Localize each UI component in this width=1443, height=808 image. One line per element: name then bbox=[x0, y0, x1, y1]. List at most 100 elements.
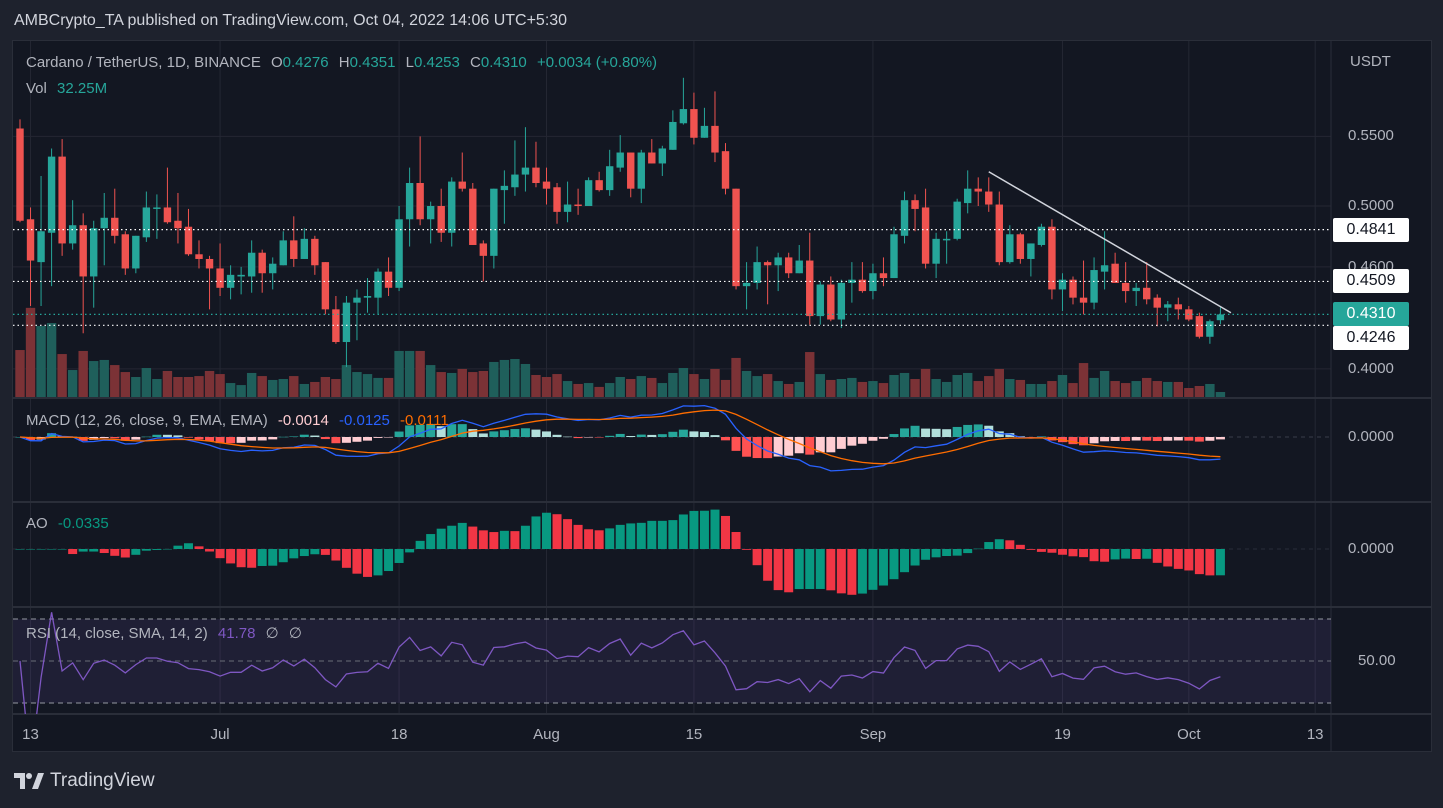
macd-histogram-bar bbox=[710, 435, 720, 437]
macd-histogram-bar bbox=[615, 433, 625, 437]
ao-legend[interactable]: AO -0.0335 bbox=[26, 515, 109, 532]
ao-bar bbox=[510, 531, 520, 549]
ao-bar bbox=[647, 520, 657, 549]
ao-bar bbox=[426, 534, 436, 549]
volume-bar bbox=[931, 379, 941, 397]
candle-body bbox=[774, 257, 782, 266]
ao-bar bbox=[99, 549, 109, 554]
candle-body bbox=[1111, 263, 1119, 283]
ao-bar bbox=[394, 549, 404, 563]
volume-bar bbox=[25, 307, 36, 397]
volume-bar bbox=[394, 350, 404, 397]
volume-bar bbox=[57, 354, 67, 397]
volume-bar bbox=[1205, 383, 1215, 397]
macd-histogram-bar bbox=[636, 434, 646, 437]
volume-bar bbox=[299, 383, 310, 397]
volume-bar bbox=[289, 376, 299, 397]
candle-body bbox=[1079, 297, 1088, 303]
volume-bar bbox=[310, 381, 320, 397]
volume-bar bbox=[425, 365, 436, 397]
candle-body bbox=[616, 152, 624, 168]
macd-histogram-bar bbox=[552, 434, 562, 437]
candle-body bbox=[121, 234, 129, 269]
ao-bar bbox=[205, 549, 215, 552]
volume-bars bbox=[15, 307, 1226, 397]
volume-legend[interactable]: Vol 32.25M bbox=[26, 80, 107, 97]
candle-body bbox=[932, 238, 940, 264]
ao-bar bbox=[489, 532, 499, 549]
time-tick-label: Jul bbox=[210, 726, 230, 743]
ao-bar bbox=[952, 549, 962, 556]
volume-bar bbox=[1152, 381, 1162, 397]
rsi-line bbox=[19, 612, 1221, 714]
volume-bar bbox=[710, 368, 720, 397]
macd-histogram-bar bbox=[247, 437, 257, 441]
volume-bar bbox=[941, 381, 952, 397]
ao-bar bbox=[1121, 549, 1131, 559]
candle-body bbox=[584, 180, 593, 206]
macd-histogram-bar bbox=[173, 435, 183, 437]
macd-histogram-bar bbox=[257, 437, 267, 441]
volume-bar bbox=[236, 385, 246, 397]
ao-bar bbox=[868, 549, 878, 590]
open-label: O bbox=[271, 54, 283, 71]
ao-bar bbox=[89, 549, 99, 552]
trendline-drawing[interactable] bbox=[988, 171, 1232, 314]
rsi-legend[interactable]: RSI (14, close, SMA, 14, 2) 41.78 ∅ ∅ bbox=[26, 624, 302, 642]
macd-histogram-bar bbox=[268, 437, 278, 440]
macd-histogram-bar bbox=[805, 437, 815, 455]
candle-body bbox=[395, 219, 403, 288]
candle-body bbox=[458, 181, 466, 189]
macd-histogram-bar bbox=[531, 429, 541, 437]
tradingview-logo[interactable]: TradingView bbox=[14, 770, 155, 792]
macd-histogram-bar bbox=[605, 435, 615, 437]
volume-bar bbox=[173, 377, 183, 397]
ao-bar bbox=[1015, 544, 1025, 549]
ao-bar bbox=[110, 549, 120, 556]
volume-bar bbox=[773, 381, 783, 397]
macd-pane bbox=[15, 404, 1225, 472]
volume-bar bbox=[552, 374, 562, 397]
candle-body bbox=[669, 121, 677, 150]
macd-histogram-bar bbox=[1005, 433, 1015, 437]
ao-bar bbox=[699, 510, 709, 549]
volume-bar bbox=[268, 379, 278, 397]
volume-bar bbox=[478, 370, 489, 397]
volume-bar bbox=[362, 374, 373, 397]
brand-name: TradingView bbox=[50, 770, 155, 791]
macd-histogram-bar bbox=[384, 437, 394, 438]
volume-bar bbox=[626, 379, 636, 397]
symbol-legend[interactable]: Cardano / TetherUS, 1D, BINANCE O0.4276 … bbox=[26, 54, 657, 71]
macd-histogram-bar bbox=[1152, 437, 1162, 442]
macd-histogram-bar bbox=[794, 437, 804, 454]
candle-body bbox=[900, 200, 909, 236]
ao-bar bbox=[1068, 549, 1078, 557]
ao-bar bbox=[236, 549, 246, 568]
macd-histogram-bar bbox=[1194, 437, 1204, 442]
ao-bar bbox=[57, 549, 67, 550]
ao-bar bbox=[194, 546, 204, 549]
macd-histogram-bar bbox=[731, 437, 741, 451]
volume-bar bbox=[89, 361, 99, 397]
volume-bar bbox=[1184, 388, 1194, 397]
volume-bar bbox=[99, 359, 109, 397]
candle-body bbox=[321, 262, 330, 310]
volume-bar bbox=[720, 379, 731, 397]
macd-legend[interactable]: MACD (12, 26, close, 9, EMA, EMA) -0.001… bbox=[26, 412, 449, 429]
ao-bar bbox=[742, 549, 752, 550]
price-line-label: 0.4841 bbox=[1333, 217, 1409, 242]
macd-histogram-bar bbox=[47, 433, 57, 437]
candle-body bbox=[290, 240, 298, 259]
macd-histogram-bar bbox=[120, 437, 130, 441]
volume-bar bbox=[1015, 379, 1026, 397]
candle-body bbox=[500, 185, 509, 191]
candle-body bbox=[111, 217, 119, 236]
macd-histogram-bar bbox=[352, 437, 362, 442]
ao-bar bbox=[1047, 549, 1057, 553]
candle-body bbox=[426, 206, 435, 220]
volume-bar bbox=[1047, 381, 1057, 397]
macd-histogram-bar bbox=[773, 437, 783, 457]
macd-histogram-bar bbox=[857, 437, 867, 444]
volume-bar bbox=[489, 361, 499, 397]
